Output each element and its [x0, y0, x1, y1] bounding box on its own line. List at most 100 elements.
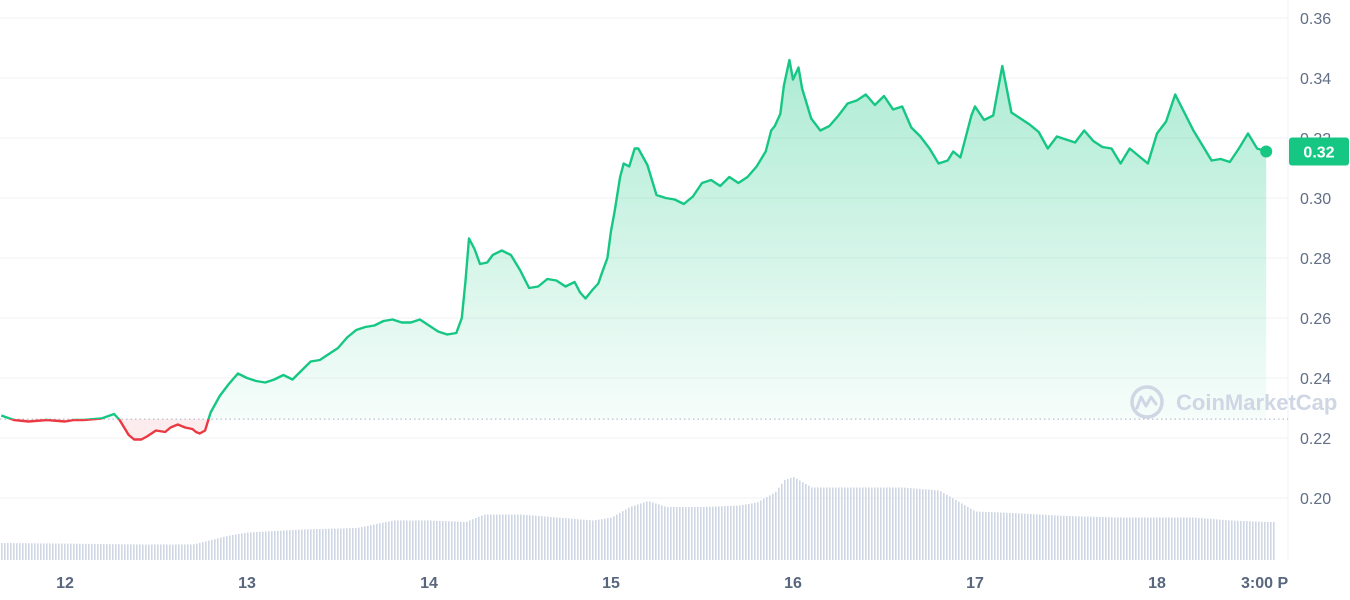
- volume-bar: [871, 487, 873, 560]
- volume-bar: [850, 487, 852, 560]
- volume-bar: [400, 520, 402, 560]
- volume-bar: [1069, 516, 1071, 560]
- volume-bar: [100, 544, 102, 560]
- volume-bar: [655, 503, 657, 560]
- volume-bar: [184, 544, 186, 560]
- volume-bar: [601, 519, 603, 560]
- volume-bar: [124, 544, 126, 560]
- volume-bar: [502, 514, 504, 560]
- volume-bar: [1003, 512, 1005, 560]
- volume-bar: [733, 505, 735, 560]
- volume-bar: [760, 500, 762, 560]
- volume-bar: [277, 530, 279, 560]
- volume-bar: [910, 488, 912, 560]
- volume-bar: [94, 543, 96, 560]
- volume-bar: [1207, 518, 1209, 560]
- volume-bar: [880, 487, 882, 560]
- current-price-dot[interactable]: [1260, 145, 1273, 158]
- volume-bar: [490, 514, 492, 560]
- volume-bar: [157, 544, 159, 560]
- volume-bar: [709, 506, 711, 560]
- volume-bar: [259, 531, 261, 560]
- volume-bar: [532, 515, 534, 560]
- volume-bar: [1090, 516, 1092, 560]
- volume-bar: [715, 506, 717, 560]
- volume-bar: [571, 518, 573, 560]
- volume-bar: [166, 544, 168, 560]
- volume-bar: [1039, 514, 1041, 560]
- volume-bar: [238, 533, 240, 560]
- volume-bar: [526, 514, 528, 560]
- volume-bar: [22, 543, 24, 560]
- volume-bar: [679, 507, 681, 560]
- volume-bar: [370, 525, 372, 560]
- volume-bar: [187, 544, 189, 560]
- volume-bar: [115, 544, 117, 560]
- volume-bar: [793, 477, 795, 560]
- volume-bar: [97, 543, 99, 560]
- volume-bar: [604, 518, 606, 560]
- volume-bar: [466, 521, 468, 560]
- volume-bar: [1264, 521, 1266, 560]
- volume-bar: [892, 487, 894, 560]
- volume-bar: [148, 544, 150, 560]
- volume-bar: [805, 483, 807, 560]
- volume-bar: [106, 544, 108, 560]
- price-area-up: [1, 60, 1267, 420]
- volume-bar: [574, 518, 576, 560]
- volume-bar: [55, 543, 57, 560]
- volume-bar: [226, 536, 228, 560]
- volume-bar: [718, 506, 720, 560]
- volume-bar: [847, 487, 849, 560]
- volume-bar: [499, 514, 501, 560]
- volume-bar: [58, 543, 60, 560]
- volume-bar: [1015, 513, 1017, 560]
- volume-bar: [517, 514, 519, 560]
- volume-bar: [886, 487, 888, 560]
- volume-bar: [487, 514, 489, 560]
- volume-bar: [928, 489, 930, 560]
- volume-bar: [916, 488, 918, 560]
- volume-bar: [796, 478, 798, 560]
- volume-bar: [217, 538, 219, 560]
- volume-bar: [547, 516, 549, 560]
- volume-bar: [1219, 519, 1221, 560]
- volume-bar: [553, 517, 555, 560]
- volume-bar: [118, 544, 120, 560]
- volume-bar: [415, 520, 417, 560]
- volume-bar: [901, 487, 903, 560]
- volume-bar: [712, 506, 714, 560]
- volume-bar: [439, 520, 441, 560]
- volume-bar: [151, 544, 153, 560]
- volume-bar: [1099, 516, 1101, 560]
- volume-bar: [616, 514, 618, 560]
- volume-bar: [592, 520, 594, 560]
- volume-bar: [1111, 517, 1113, 560]
- volume-bar: [664, 506, 666, 560]
- volume-bar: [1246, 521, 1248, 560]
- volume-bar: [541, 516, 543, 560]
- volume-bar: [904, 487, 906, 560]
- volume-bar: [730, 505, 732, 560]
- volume-bar: [520, 514, 522, 560]
- volume-bar: [373, 524, 375, 560]
- y-tick-label: 0.26: [1300, 311, 1331, 328]
- volume-bar: [628, 507, 630, 560]
- volume-bar: [274, 531, 276, 560]
- volume-bar: [946, 494, 948, 560]
- volume-bar: [874, 487, 876, 560]
- volume-bar: [220, 537, 222, 560]
- volume-bar: [253, 532, 255, 560]
- volume-bar: [424, 520, 426, 560]
- volume-bar: [88, 543, 90, 560]
- volume-bar: [823, 487, 825, 560]
- volume-bar: [883, 487, 885, 560]
- volume-bar: [1192, 517, 1194, 560]
- volume-bar: [613, 516, 615, 560]
- current-price-badge: 0.32: [1289, 137, 1349, 166]
- volume-bar: [307, 529, 309, 560]
- volume-bar: [682, 507, 684, 560]
- volume-bar: [703, 506, 705, 560]
- volume-bar: [934, 490, 936, 560]
- volume-bar: [451, 521, 453, 560]
